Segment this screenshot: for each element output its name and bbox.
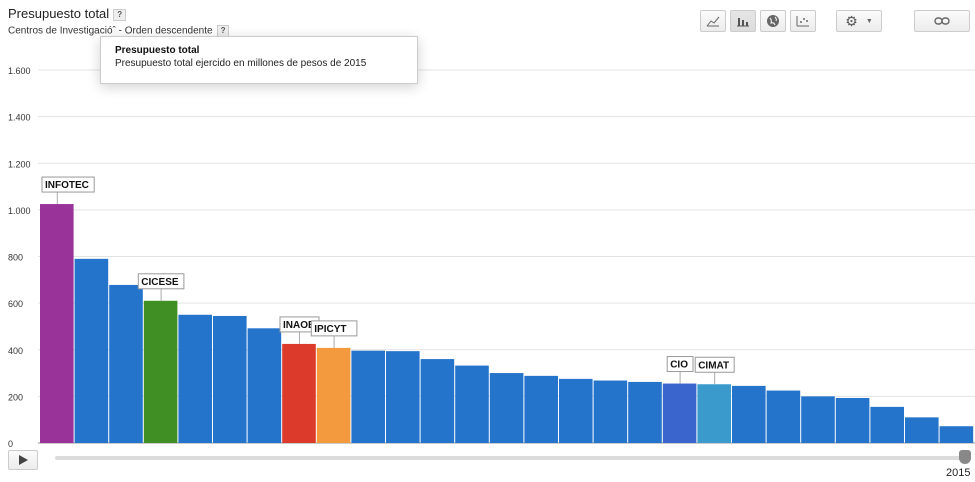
y-tick-label: 1.200	[8, 159, 31, 169]
bar[interactable]	[939, 426, 974, 443]
chart-title: Presupuesto total?	[8, 6, 127, 21]
bar[interactable]	[143, 300, 178, 443]
bar-label-box	[41, 176, 95, 193]
help-badge[interactable]: ?	[113, 8, 127, 21]
bar-label-box	[666, 356, 694, 373]
map-chart-button[interactable]	[760, 10, 786, 32]
bar[interactable]	[282, 343, 316, 443]
bar-label: INFOTEC	[45, 180, 89, 191]
chart-title-text: Presupuesto total	[8, 6, 110, 21]
bar[interactable]	[489, 373, 524, 443]
tooltip-body: Presupuesto total ejercido en millones d…	[115, 58, 367, 69]
bar[interactable]	[420, 359, 455, 443]
timeline-year-label: 2015	[946, 467, 971, 479]
y-tick-label: 800	[8, 253, 23, 263]
play-button[interactable]	[8, 450, 38, 470]
bar-label: CIO	[670, 360, 688, 371]
bar-chart-icon	[737, 18, 749, 27]
bar[interactable]	[109, 284, 143, 443]
line-chart-icon	[706, 16, 720, 27]
chart-subtitle-text[interactable]: Centros de Investigacióˆ - Orden descend…	[8, 25, 213, 37]
bar[interactable]	[904, 417, 939, 443]
y-tick-label: 400	[8, 346, 23, 356]
bar-label: INAOE	[283, 320, 315, 331]
bar[interactable]	[178, 314, 212, 443]
bar-label-box	[694, 356, 735, 373]
tooltip-title: Presupuesto total	[115, 45, 200, 56]
scatter-chart-icon	[796, 16, 809, 27]
timeline-track[interactable]	[55, 456, 967, 460]
y-tick-label: 1.400	[8, 113, 31, 123]
bar[interactable]	[628, 381, 662, 443]
chevron-down-icon: ▼	[865, 17, 873, 25]
bar-label: CIMAT	[698, 360, 729, 371]
bar[interactable]	[385, 351, 420, 443]
bar[interactable]	[593, 380, 628, 443]
y-tick-label: 600	[8, 299, 23, 309]
bar[interactable]	[731, 385, 766, 443]
bar[interactable]	[801, 396, 835, 443]
bar[interactable]	[74, 258, 109, 443]
bar-label-box	[137, 273, 185, 290]
bar[interactable]	[662, 383, 697, 443]
link-icon	[934, 17, 950, 25]
scatter-chart-button[interactable]	[790, 10, 816, 32]
y-tick-label: 200	[8, 392, 23, 402]
gear-icon: ⚙	[845, 12, 858, 29]
indicator-tooltip: Presupuesto total Presupuesto total ejer…	[100, 36, 418, 84]
bar[interactable]	[212, 315, 247, 443]
bar[interactable]	[455, 365, 489, 443]
bar[interactable]	[870, 406, 904, 443]
bar[interactable]	[316, 347, 351, 443]
y-tick-label: 0	[8, 439, 13, 449]
bar-label-box	[310, 320, 358, 337]
bar[interactable]	[524, 375, 558, 443]
globe-icon	[767, 15, 779, 27]
bar-label: IPICYT	[314, 324, 346, 335]
bar[interactable]	[766, 390, 801, 443]
bar[interactable]	[558, 378, 593, 443]
bar-label: CICESE	[141, 277, 179, 288]
bar[interactable]	[835, 398, 870, 443]
y-tick-label: 1.000	[8, 206, 31, 216]
bar[interactable]	[351, 350, 385, 443]
bar[interactable]	[697, 384, 731, 443]
settings-button[interactable]: ⚙ ▼	[836, 10, 882, 32]
link-button[interactable]	[914, 10, 970, 32]
play-icon	[19, 455, 28, 465]
bar[interactable]	[40, 204, 74, 443]
bar-chart-button[interactable]	[730, 10, 756, 32]
bar[interactable]	[247, 328, 282, 443]
y-tick-label: 1.600	[8, 66, 31, 76]
line-chart-button[interactable]	[700, 10, 726, 32]
timeline-slider-handle[interactable]	[959, 450, 971, 464]
